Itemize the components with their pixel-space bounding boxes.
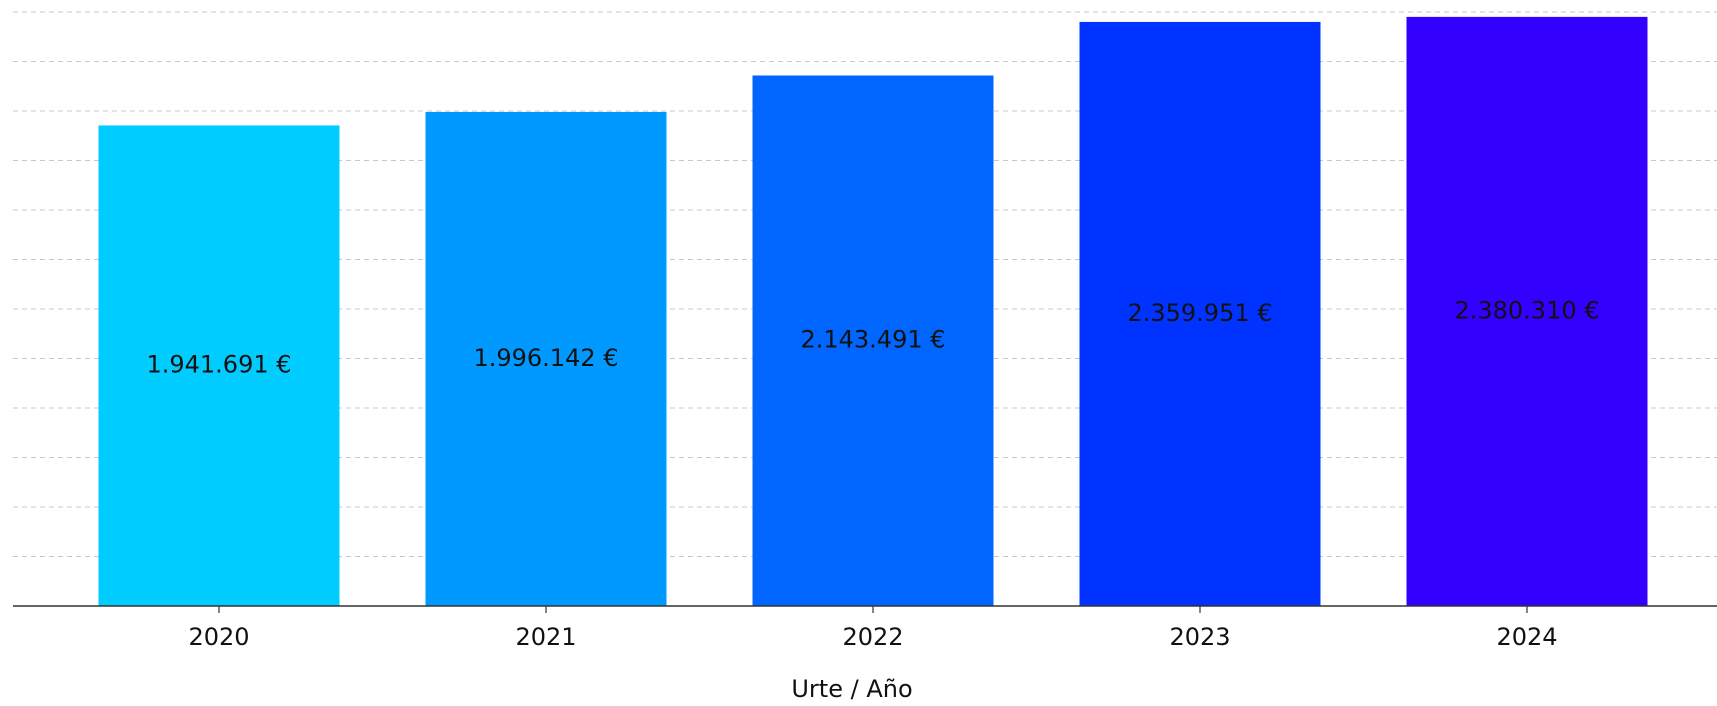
value-label: 2.143.491 € xyxy=(800,326,945,354)
x-tick-label: 2023 xyxy=(1169,623,1230,651)
x-tick-label: 2022 xyxy=(842,623,903,651)
value-label: 2.359.951 € xyxy=(1127,299,1272,327)
x-tick-label: 2024 xyxy=(1496,623,1557,651)
value-label: 1.996.142 € xyxy=(473,344,618,372)
bar xyxy=(425,111,667,606)
x-tick-label: 2020 xyxy=(188,623,249,651)
bar xyxy=(752,75,994,607)
bar xyxy=(98,125,340,606)
x-axis-title: Urte / Año xyxy=(791,675,912,703)
value-label: 1.941.691 € xyxy=(146,351,291,379)
bar xyxy=(1406,16,1648,606)
value-label: 2.380.310 € xyxy=(1454,296,1599,324)
bar xyxy=(1079,21,1321,607)
x-tick-label: 2021 xyxy=(515,623,576,651)
